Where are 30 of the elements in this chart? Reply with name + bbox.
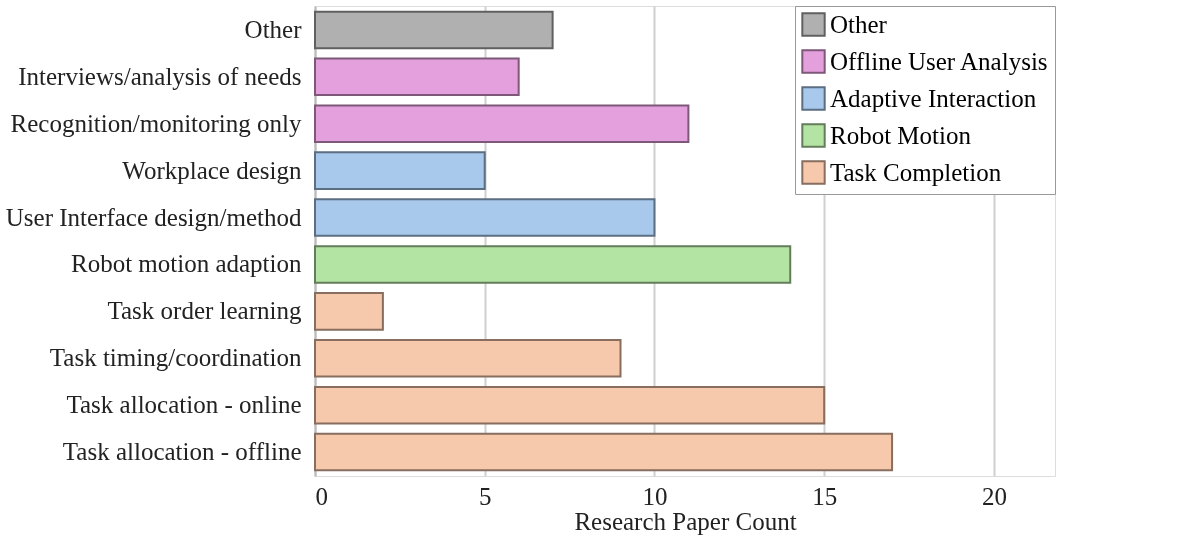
- legend-label: Robot Motion: [830, 121, 972, 149]
- y-tick-label: Task allocation - online: [66, 391, 302, 419]
- bar: [314, 245, 792, 284]
- y-tick-label: Other: [244, 15, 303, 43]
- x-axis-title: Research Paper Count: [574, 507, 797, 535]
- bar: [314, 57, 520, 97]
- legend-label: Adaptive Interaction: [830, 84, 1037, 112]
- bar: [314, 385, 826, 425]
- legend-label: Task Completion: [830, 158, 1002, 186]
- legend-label: Offline User Analysis: [830, 47, 1048, 75]
- y-tick-label: Robot motion adaption: [70, 250, 302, 278]
- y-tick-label: Recognition/monitoring only: [10, 109, 302, 137]
- bar: [314, 338, 622, 378]
- x-tick-label: 20: [981, 482, 1007, 510]
- legend-label: Other: [830, 10, 888, 38]
- x-tick-label: 0: [315, 482, 328, 510]
- y-tick-label: Workplace design: [122, 156, 302, 184]
- x-tick-label: 5: [478, 482, 492, 510]
- y-tick-label: Task allocation - offline: [62, 438, 302, 466]
- y-tick-label: User Interface design/method: [5, 203, 302, 231]
- y-tick-label: Interviews/analysis of needs: [18, 62, 302, 90]
- bar: [314, 151, 486, 190]
- bar: [314, 198, 656, 237]
- x-tick-label: 10: [642, 482, 668, 510]
- bar: [314, 432, 894, 472]
- y-tick-label: Task timing/coordination: [49, 344, 302, 372]
- x-tick-label: 15: [812, 482, 838, 510]
- y-tick-label: Task order learning: [107, 297, 302, 325]
- bar: [314, 104, 690, 144]
- bar: [314, 292, 384, 331]
